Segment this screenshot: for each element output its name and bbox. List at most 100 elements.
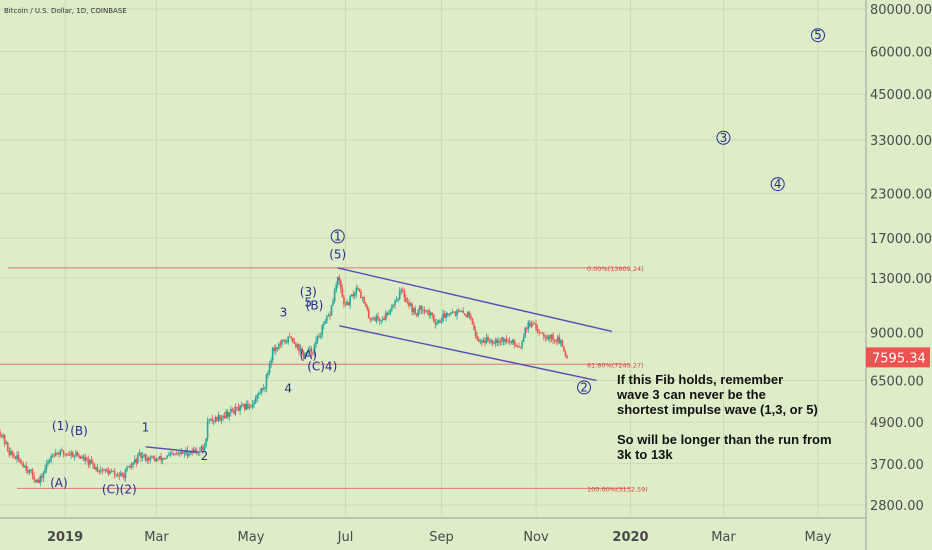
- note-line-0: If this Fib holds, remember: [617, 372, 783, 387]
- candle-227: [350, 294, 353, 297]
- candle-148: [228, 412, 231, 421]
- candle-45: [68, 450, 71, 457]
- wave-label-5: 2: [201, 449, 209, 463]
- candle-28: [42, 471, 45, 483]
- svg-text:1: 1: [334, 229, 342, 243]
- candle-14: [20, 459, 23, 466]
- candle-332: [513, 339, 516, 349]
- wave-label-2: (A): [50, 476, 68, 490]
- candle-195: [301, 346, 303, 356]
- candle-311: [480, 339, 483, 346]
- candle-85: [130, 461, 133, 470]
- circle-wave-5: 5: [810, 28, 825, 43]
- candle-136: [209, 418, 212, 422]
- candle-189: [291, 337, 294, 344]
- y-tick-3: 33000.00: [870, 134, 932, 149]
- candle-132: [203, 442, 206, 453]
- trend-channel[interactable]: [145, 267, 613, 453]
- candle-211: [326, 314, 328, 324]
- candle-240: [371, 317, 373, 322]
- candle-60: [92, 458, 94, 469]
- candle-364: [563, 345, 565, 352]
- candle-110: [169, 451, 172, 458]
- candle-286: [442, 309, 444, 322]
- candle-318: [491, 339, 494, 347]
- candle-288: [445, 311, 447, 322]
- circle-wave-2: 2: [577, 380, 592, 395]
- candle-121: [186, 445, 189, 459]
- candle-251: [388, 310, 390, 315]
- candle-15: [22, 461, 25, 468]
- candle-33: [50, 453, 52, 464]
- candle-57: [87, 455, 90, 469]
- candle-348: [538, 329, 540, 336]
- candle-19: [28, 469, 31, 476]
- candle-299: [462, 307, 465, 314]
- candle-75: [115, 473, 117, 478]
- candle-83: [127, 465, 130, 468]
- candle-156: [240, 401, 243, 409]
- candle-134: [206, 417, 209, 442]
- candle-303: [468, 310, 471, 320]
- candle-1: [0, 433, 3, 438]
- candle-309: [477, 336, 480, 343]
- candle-97: [149, 455, 152, 464]
- candle-217: [335, 281, 337, 293]
- candle-355: [549, 334, 551, 344]
- candle-67: [102, 468, 105, 472]
- candle-112: [172, 452, 175, 457]
- candle-58: [89, 458, 91, 468]
- candle-242: [374, 316, 376, 322]
- y-tick-2: 45000.00: [870, 88, 932, 103]
- candle-301: [465, 313, 468, 318]
- candle-66: [101, 467, 104, 475]
- candle-149: [230, 405, 232, 417]
- candle-6: [8, 447, 11, 458]
- candle-167: [257, 391, 260, 399]
- candle-365: [564, 350, 567, 358]
- candle-325: [502, 337, 505, 346]
- candle-46: [70, 450, 73, 459]
- candle-137: [211, 414, 214, 424]
- candle-160: [247, 400, 249, 410]
- candle-267: [412, 307, 415, 315]
- candle-145: [223, 411, 226, 419]
- note-line-2: shortest impulse wave (1,3, or 5): [617, 402, 818, 417]
- candle-328: [507, 338, 509, 344]
- candle-253: [391, 303, 393, 312]
- x-tick-3: Jul: [337, 530, 354, 545]
- candle-10: [14, 456, 17, 460]
- candle-21: [31, 467, 34, 480]
- fib-retracement[interactable]: 0.00%(13909.24) 61.80%(7249.27) 100.00%(31…: [0, 265, 648, 494]
- candle-102: [157, 457, 159, 461]
- candle-329: [508, 336, 511, 346]
- candle-252: [389, 308, 392, 316]
- y-tick-11: 2800.00: [870, 499, 924, 514]
- candle-91: [140, 452, 142, 462]
- candle-125: [192, 446, 195, 455]
- candle-281: [434, 318, 437, 329]
- candle-291: [450, 312, 452, 316]
- candle-197: [304, 352, 306, 360]
- wave-label-0: (1): [52, 419, 69, 433]
- x-tick-7: Mar: [711, 530, 736, 545]
- candle-186: [287, 336, 289, 345]
- candle-161: [248, 403, 251, 410]
- note-line-4: So will be longer than the run from: [617, 432, 832, 447]
- y-tick-1: 60000.00: [870, 46, 932, 61]
- candle-244: [377, 312, 379, 322]
- candle-63: [96, 463, 99, 473]
- candle-302: [467, 310, 469, 318]
- candle-140: [216, 416, 218, 422]
- candle-313: [484, 337, 486, 347]
- candle-190: [293, 338, 296, 345]
- grid-lines: [0, 0, 866, 516]
- candle-366: [566, 354, 568, 359]
- candle-151: [233, 406, 235, 415]
- candle-50: [76, 450, 79, 457]
- candle-5: [6, 441, 9, 453]
- candle-86: [132, 461, 135, 469]
- candle-315: [487, 334, 489, 342]
